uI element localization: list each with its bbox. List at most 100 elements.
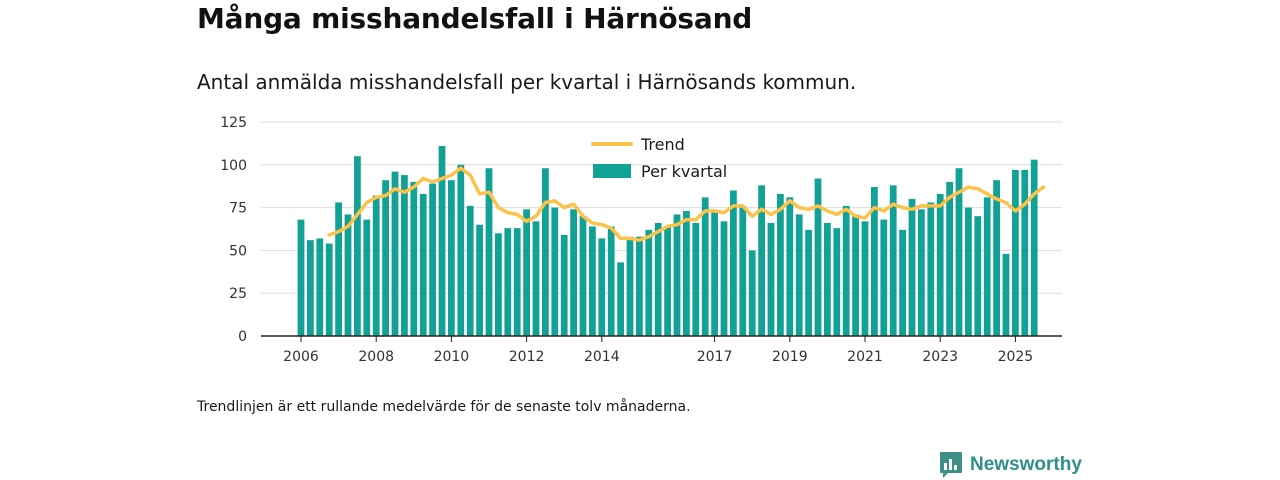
chart-subtitle: Antal anmälda misshandelsfall per kvarta… (197, 70, 857, 94)
bar (372, 195, 380, 336)
x-tick-label: 2025 (998, 349, 1034, 365)
bar (307, 240, 314, 336)
bar (927, 202, 935, 336)
bar (645, 229, 653, 336)
bar (419, 193, 427, 336)
bar (889, 185, 897, 336)
bar (485, 168, 493, 336)
bar (617, 262, 624, 336)
legend-trend-label: Trend (640, 135, 685, 154)
bar (730, 190, 737, 336)
bar (767, 223, 775, 336)
bar (391, 171, 399, 336)
bar (983, 197, 991, 336)
bar (354, 156, 361, 336)
x-tick-label: 2006 (283, 349, 319, 365)
bar (636, 236, 643, 336)
y-tick-label: 0 (238, 329, 247, 345)
bar (936, 193, 944, 336)
bar (861, 221, 869, 336)
bar (363, 219, 371, 336)
bar (974, 216, 982, 336)
newsworthy-logo-icon (940, 452, 962, 478)
bar (401, 175, 408, 336)
bar (570, 209, 577, 336)
bar (438, 145, 446, 336)
y-tick-label: 100 (220, 158, 247, 174)
bar (842, 205, 850, 336)
bar (598, 238, 606, 336)
bar (607, 226, 615, 336)
bar (805, 229, 812, 336)
bar (918, 209, 925, 336)
legend: Trend Per kvartal (591, 135, 727, 181)
bar (664, 226, 671, 336)
bar (589, 226, 596, 336)
bar (683, 211, 690, 336)
bar (626, 236, 634, 336)
bar (833, 228, 841, 336)
y-tick-label: 25 (229, 286, 247, 302)
footnote: Trendlinjen är ett rullande medelvärde f… (197, 399, 691, 415)
bar (476, 224, 483, 336)
x-tick-label: 2021 (847, 349, 883, 365)
brand-name: Newsworthy (970, 454, 1082, 475)
chart-title: Många misshandelsfall i Härnösand (197, 2, 753, 35)
bar (748, 250, 756, 336)
bar (654, 223, 662, 336)
bar (382, 180, 389, 336)
bar (513, 228, 521, 336)
bar (692, 223, 700, 336)
bar (908, 199, 916, 336)
x-tick-label: 2012 (509, 349, 545, 365)
chart: 0 25 50 75 100 125 2006 2008 2010 2012 2014 2017 201… (220, 115, 1062, 365)
bar (297, 219, 305, 336)
axes: 0 25 50 75 100 125 2006 2008 2010 2012 2014 2017 201… (220, 115, 1062, 365)
bar (946, 181, 953, 336)
bar (852, 214, 859, 336)
y-tick-label: 50 (229, 243, 247, 259)
bar (777, 193, 784, 336)
brand-logo[interactable]: Newsworthy (939, 451, 1082, 479)
trend-series (327, 166, 1046, 242)
legend-bar-swatch (593, 164, 631, 178)
bar (344, 214, 352, 336)
bar (325, 243, 333, 336)
x-tick-label: 2023 (922, 349, 958, 365)
bar (532, 221, 540, 336)
bar (542, 168, 549, 336)
bar (955, 168, 963, 336)
bar (1021, 169, 1029, 336)
bar (899, 229, 906, 336)
bar (824, 223, 831, 336)
bar (560, 234, 568, 336)
bar (1012, 169, 1019, 336)
bar (739, 205, 747, 336)
bar (965, 207, 972, 336)
bar (551, 207, 559, 336)
bar (457, 164, 465, 336)
bar (316, 238, 324, 336)
bar (701, 197, 709, 336)
x-tick-label: 2008 (358, 349, 394, 365)
bar (720, 221, 728, 336)
bar (335, 202, 342, 336)
x-tick-label: 2010 (434, 349, 470, 365)
bar (410, 181, 418, 336)
y-tick-label: 125 (220, 115, 247, 131)
bar (495, 233, 502, 336)
bar-series (297, 145, 1038, 336)
legend-bar-label: Per kvartal (641, 162, 727, 181)
bar (429, 183, 436, 336)
bar (673, 214, 681, 336)
bar (466, 205, 474, 336)
x-tick-label: 2019 (772, 349, 808, 365)
bar (993, 180, 1000, 336)
bar (814, 178, 822, 336)
bar (795, 214, 803, 336)
trend-line (327, 166, 1046, 242)
bar (1030, 159, 1038, 336)
bar (758, 185, 765, 336)
x-tick-label: 2017 (697, 349, 733, 365)
y-tick-label: 75 (229, 201, 247, 217)
